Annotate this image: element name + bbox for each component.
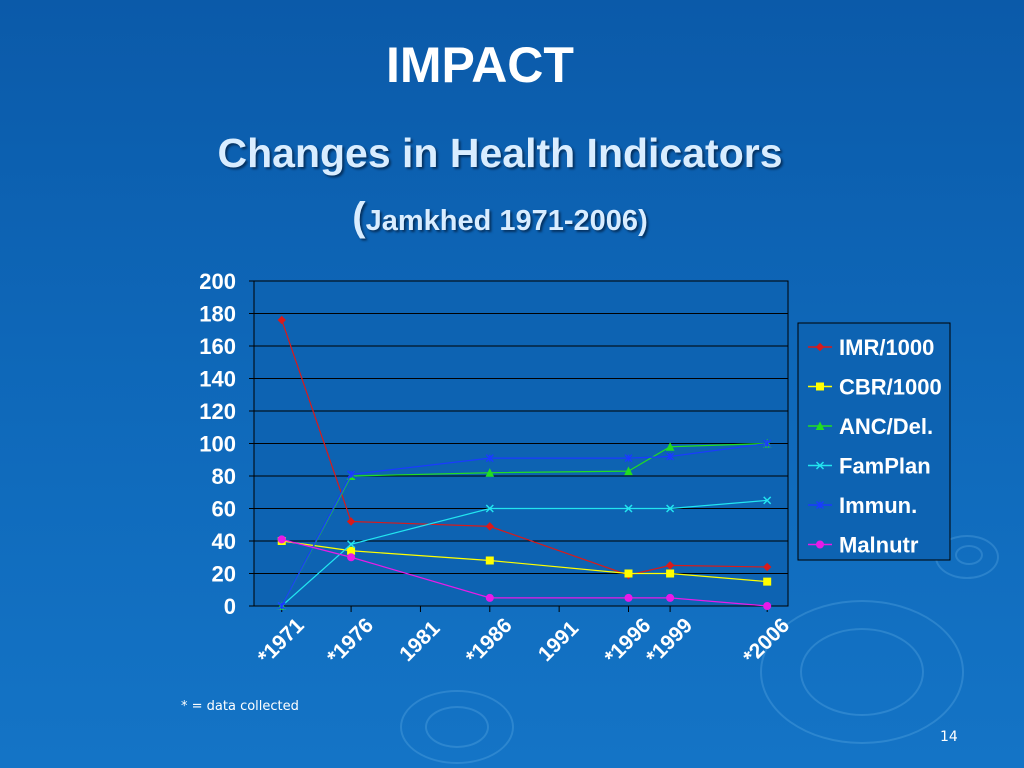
y-tick-label: 20 — [212, 562, 236, 587]
data-point — [277, 535, 286, 544]
data-point — [346, 517, 356, 526]
data-point — [277, 601, 286, 611]
data-point — [485, 593, 494, 602]
data-point — [485, 454, 494, 463]
data-point — [666, 452, 675, 461]
data-point — [665, 561, 675, 570]
data-point — [763, 602, 772, 610]
data-point — [816, 382, 824, 391]
data-point — [815, 421, 825, 430]
data-point — [763, 496, 772, 505]
data-point — [624, 454, 633, 463]
legend-item: Malnutr — [808, 533, 919, 558]
data-point — [816, 540, 824, 549]
gridlines — [254, 280, 788, 607]
y-tick-label: 200 — [199, 269, 236, 294]
legend-item: FamPlan — [808, 454, 931, 479]
series-line — [281, 538, 768, 607]
data-point — [347, 553, 356, 562]
y-tick-label: 180 — [199, 302, 236, 327]
ripple-decoration-5 — [400, 690, 514, 764]
data-point — [347, 540, 356, 549]
ripple-decoration-3 — [760, 600, 964, 744]
data-point — [485, 556, 494, 565]
y-tick-label: 160 — [199, 334, 236, 359]
series-line — [281, 319, 768, 576]
data-point — [347, 546, 356, 555]
y-tick-label: 0 — [224, 594, 236, 619]
data-point — [763, 577, 772, 586]
data-point — [485, 504, 494, 513]
data-point — [624, 504, 633, 513]
legend-item: ANC/Del. — [808, 414, 933, 439]
data-point — [624, 466, 633, 476]
legend-label: Malnutr — [839, 533, 919, 558]
x-tick-label: *1971 — [254, 614, 309, 669]
y-tick-label: 120 — [199, 399, 236, 424]
series-line — [281, 540, 768, 583]
ripple-decoration-2 — [955, 545, 983, 565]
legend-box — [797, 322, 951, 561]
legend-label: ANC/Del. — [839, 414, 933, 439]
subheading-paren: ( — [352, 195, 366, 239]
data-point — [624, 593, 633, 602]
data-point — [666, 504, 675, 513]
series-immun- — [277, 439, 772, 611]
chart-subheading: (Jamkhed 1971-2006) — [0, 195, 1000, 248]
x-tick-label: 1991 — [534, 617, 584, 667]
data-point — [624, 569, 633, 578]
y-tick-label: 100 — [199, 432, 236, 457]
data-point — [815, 500, 825, 510]
data-point — [347, 470, 356, 479]
data-point — [815, 461, 825, 470]
y-tick-label: 40 — [212, 529, 236, 554]
legend-label: Immun. — [839, 493, 917, 518]
series-lines — [277, 315, 772, 611]
legend-label: IMR/1000 — [839, 335, 934, 360]
subheading-text: Jamkhed 1971-2006) — [365, 205, 648, 237]
data-point — [665, 442, 675, 451]
series-malnutr — [277, 535, 772, 610]
series-line — [281, 442, 768, 607]
legend-item: IMR/1000 — [808, 335, 934, 360]
y-tick-label: 60 — [212, 497, 236, 522]
x-tick-label: *1976 — [323, 614, 378, 669]
x-tick-label: 1981 — [395, 617, 445, 667]
legend: IMR/1000 CBR/1000 ANC/Del. FamPlan Immun. Mal… — [797, 322, 951, 561]
data-point — [666, 593, 675, 602]
ripple-decoration-6 — [425, 706, 489, 748]
data-point — [277, 315, 286, 325]
series-line — [281, 442, 768, 607]
y-tick-label: 140 — [199, 367, 236, 392]
data-point — [485, 522, 494, 531]
x-tick-label: *1999 — [642, 614, 697, 669]
slide-title: IMPACT — [386, 37, 574, 93]
data-point — [666, 569, 675, 578]
y-tick-label: 80 — [212, 464, 236, 489]
data-point — [762, 562, 772, 572]
page-number: 14 — [940, 729, 958, 745]
x-tick-label: *1986 — [462, 614, 517, 669]
x-tick-label: *2006 — [739, 614, 794, 669]
legend-label: FamPlan — [839, 454, 931, 479]
legend-label: CBR/1000 — [839, 375, 942, 400]
data-point — [763, 439, 772, 448]
footnote: * = data collected — [181, 699, 299, 714]
data-point — [815, 342, 825, 352]
legend-item: Immun. — [808, 493, 917, 518]
ripple-decoration-4 — [800, 628, 924, 716]
chart-heading: Changes in Health Indicators — [217, 130, 783, 176]
x-tick-label: *1996 — [600, 614, 655, 669]
legend-item: CBR/1000 — [808, 375, 942, 400]
data-point — [485, 468, 495, 477]
